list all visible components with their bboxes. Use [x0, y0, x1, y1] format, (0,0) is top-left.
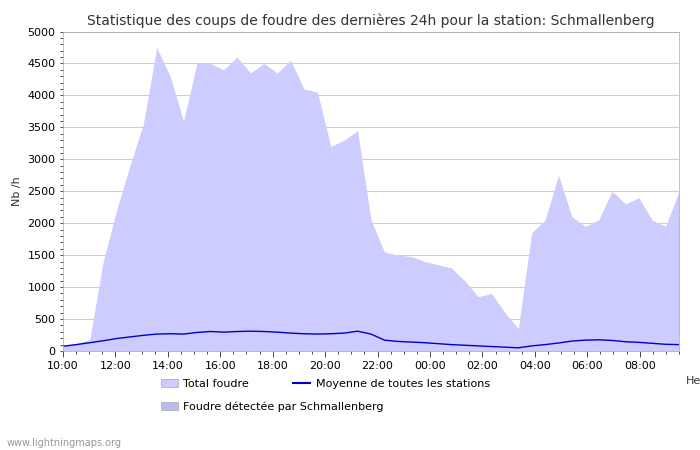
Text: Heure: Heure	[686, 376, 700, 386]
Y-axis label: Nb /h: Nb /h	[12, 176, 22, 206]
Text: www.lightningmaps.org: www.lightningmaps.org	[7, 438, 122, 448]
Title: Statistique des coups de foudre des dernières 24h pour la station: Schmallenberg: Statistique des coups de foudre des dern…	[88, 13, 654, 27]
Legend: Foudre détectée par Schmallenberg: Foudre détectée par Schmallenberg	[161, 401, 384, 412]
